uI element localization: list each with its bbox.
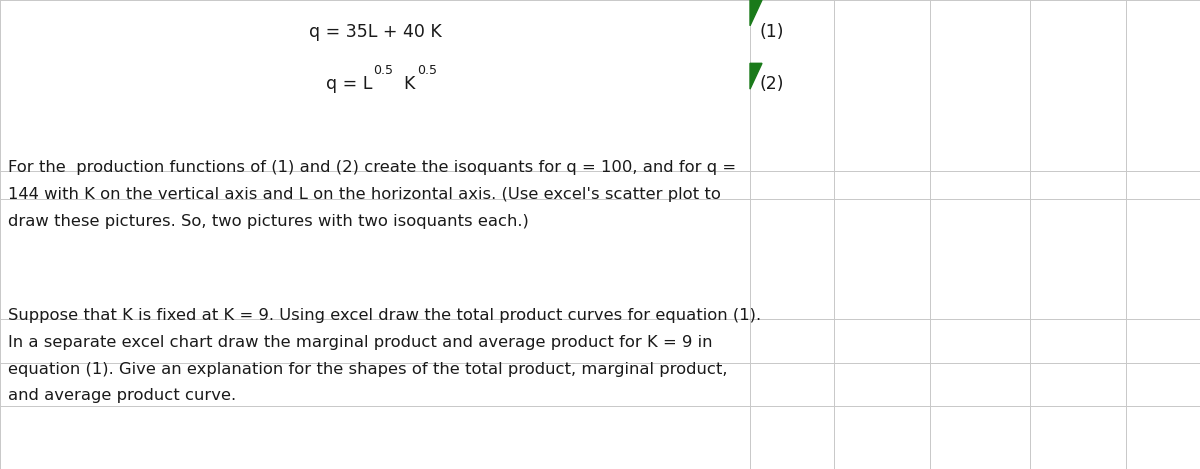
Polygon shape <box>750 63 762 89</box>
Text: (1): (1) <box>760 23 784 41</box>
Text: equation (1). Give an explanation for the shapes of the total product, marginal : equation (1). Give an explanation for th… <box>8 362 728 377</box>
Text: 144 with K on the vertical axis and L on the horizontal axis. (Use excel's scatt: 144 with K on the vertical axis and L on… <box>8 187 721 202</box>
Text: draw these pictures. So, two pictures with two isoquants each.): draw these pictures. So, two pictures wi… <box>8 214 529 229</box>
Text: In a separate excel chart draw the marginal product and average product for K = : In a separate excel chart draw the margi… <box>8 335 713 350</box>
Text: q = L: q = L <box>325 76 372 93</box>
Text: q = 35L + 40 K: q = 35L + 40 K <box>308 23 442 41</box>
Text: 0.5: 0.5 <box>373 64 394 77</box>
Polygon shape <box>750 0 762 26</box>
Text: and average product curve.: and average product curve. <box>8 388 236 403</box>
Text: Suppose that K is fixed at K = 9. Using excel draw the total product curves for : Suppose that K is fixed at K = 9. Using … <box>8 308 762 323</box>
Text: For the  production functions of (1) and (2) create the isoquants for q = 100, a: For the production functions of (1) and … <box>8 160 737 175</box>
Text: K: K <box>403 76 414 93</box>
Text: 0.5: 0.5 <box>418 64 438 77</box>
Text: (2): (2) <box>760 76 784 93</box>
